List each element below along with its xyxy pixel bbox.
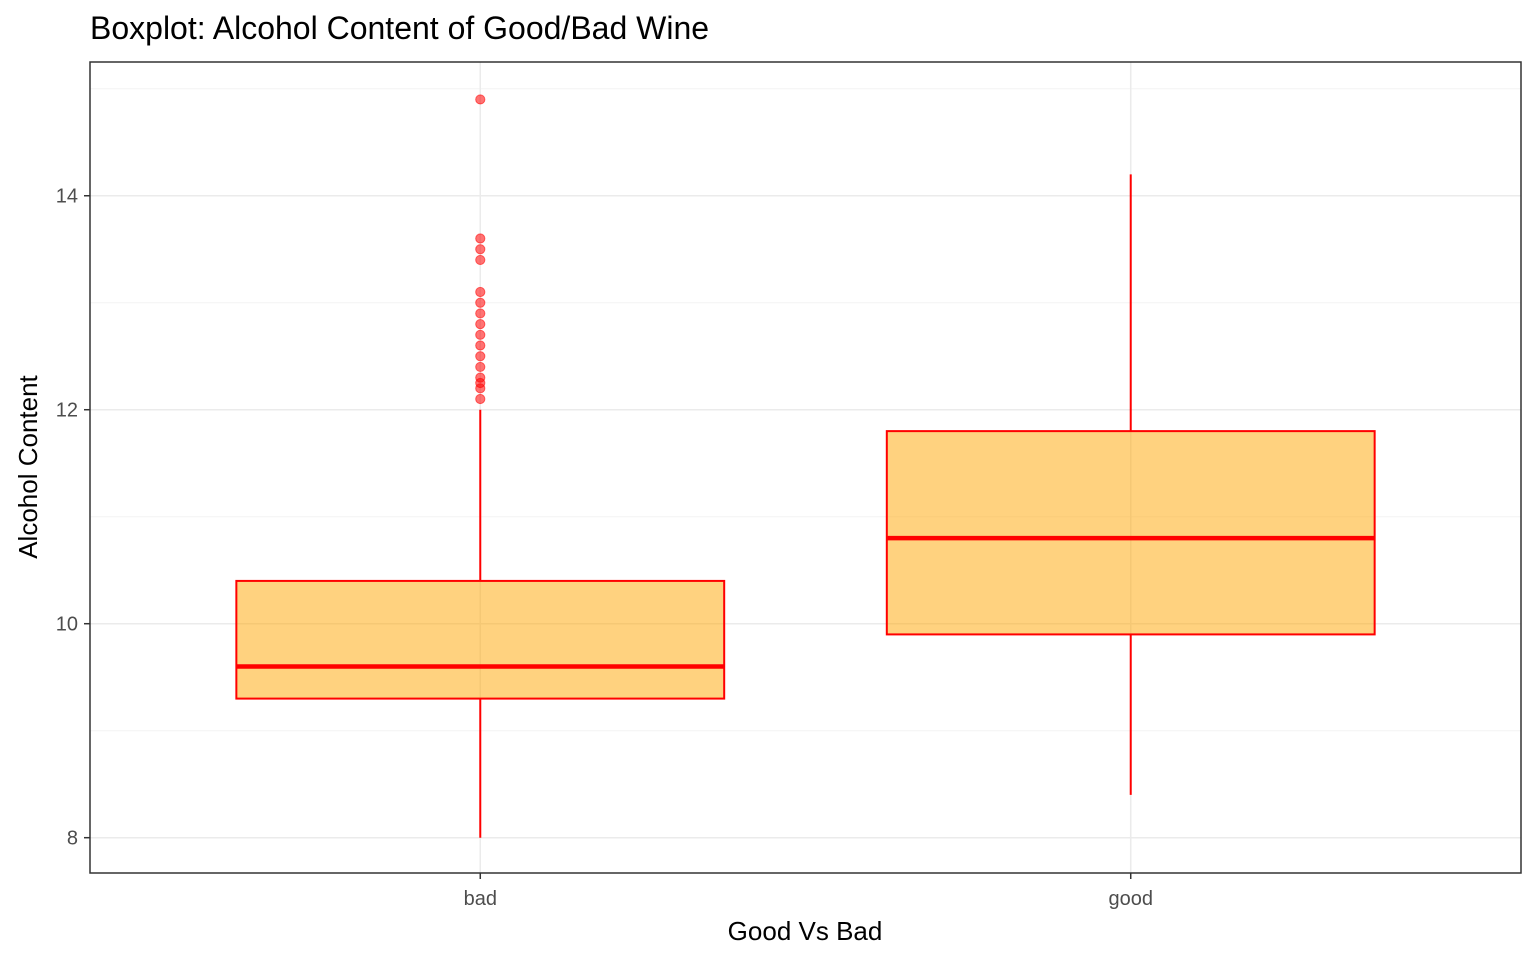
y-tick-label: 10: [56, 614, 78, 636]
axis-ticks: 8 10 12 14 bad good: [56, 186, 1153, 910]
outlier-point: [475, 286, 486, 298]
y-tick-label: 12: [56, 400, 78, 422]
outlier-point: [475, 361, 486, 373]
y-tick-label: 14: [56, 186, 78, 208]
outlier-point: [475, 94, 486, 105]
outlier-point: [475, 319, 486, 330]
box-good: [885, 174, 1376, 795]
outlier-point: [475, 308, 486, 319]
outlier-point: [475, 393, 486, 405]
x-axis-title: Good Vs Bad: [728, 916, 883, 946]
outlier-point: [475, 351, 486, 362]
outlier-point: [475, 244, 486, 255]
x-tick-label: bad: [464, 888, 497, 910]
box-iqr: [235, 579, 726, 700]
outlier-point: [475, 233, 486, 244]
panel-border: [89, 61, 1522, 874]
outlier-point: [475, 254, 486, 266]
x-tick-label: good: [1108, 888, 1153, 910]
y-axis-title: Alcohol Content: [13, 374, 43, 558]
outlier-point: [475, 340, 486, 351]
y-tick-label: 8: [67, 828, 78, 850]
box-bad: [235, 94, 726, 838]
chart-title: Boxplot: Alcohol Content of Good/Bad Win…: [90, 10, 710, 46]
boxes: [235, 94, 1376, 838]
outlier-point: [475, 297, 486, 308]
box-iqr: [885, 430, 1376, 636]
outlier-point: [475, 329, 486, 340]
outlier-point: [475, 372, 486, 383]
